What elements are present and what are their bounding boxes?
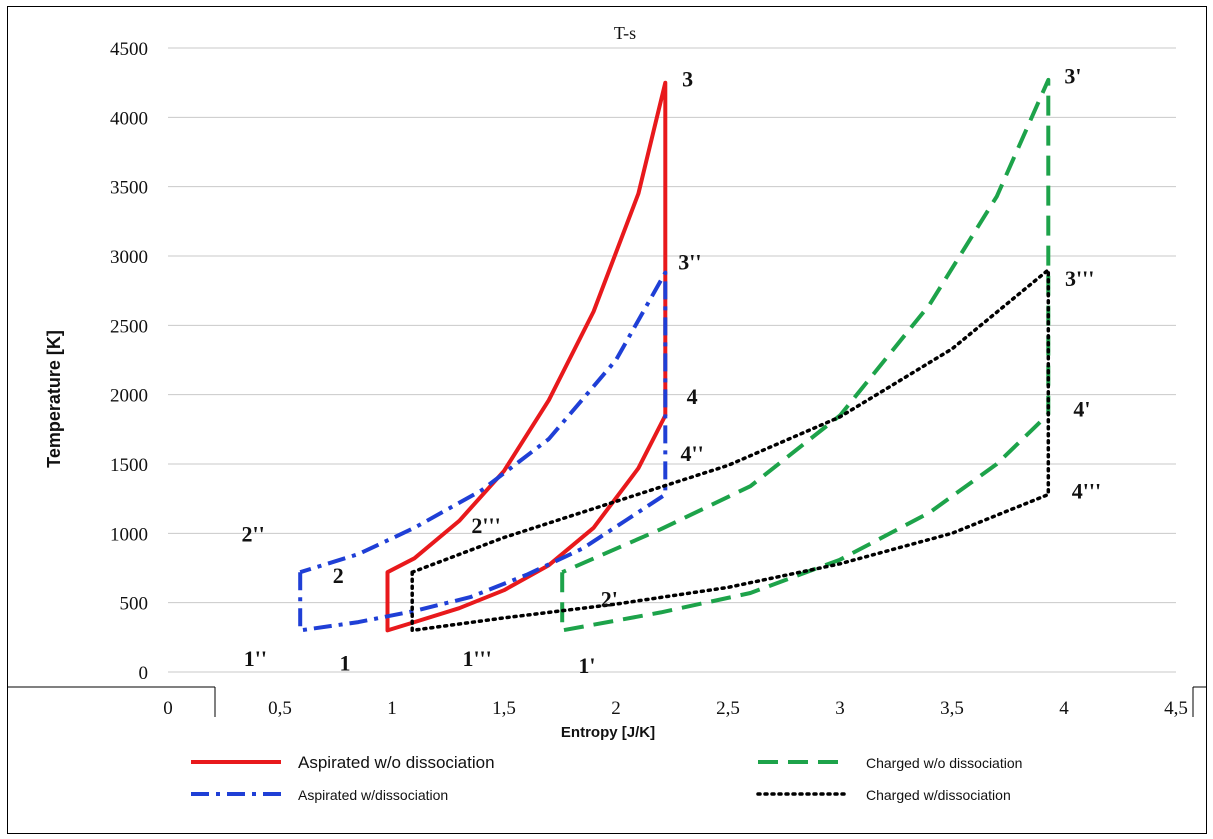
point-label: 1'' bbox=[244, 646, 267, 671]
series-line-2 bbox=[298, 270, 668, 633]
x-tick-label: 2,5 bbox=[716, 698, 740, 719]
y-tick-label: 0 bbox=[139, 663, 149, 684]
legend-label-1: Aspirated w/o dissociation bbox=[298, 753, 495, 772]
point-label: 2''' bbox=[471, 513, 500, 538]
x-tick-label: 3,5 bbox=[940, 698, 964, 719]
series-line-1 bbox=[385, 80, 668, 633]
y-tick-label: 1500 bbox=[110, 455, 148, 476]
y-tick-label: 4000 bbox=[110, 108, 148, 129]
point-label: 4' bbox=[1073, 397, 1090, 422]
x-tick-label: 4 bbox=[1059, 698, 1069, 719]
point-label: 1''' bbox=[462, 646, 491, 671]
x-tick-label: 1,5 bbox=[492, 698, 516, 719]
x-tick-label: 2 bbox=[611, 698, 621, 719]
legend: Aspirated w/o dissociation Aspirated w/di… bbox=[191, 753, 1022, 803]
series-line-4 bbox=[410, 268, 1051, 633]
point-label: 4''' bbox=[1072, 478, 1101, 503]
point-label: 3 bbox=[682, 67, 693, 92]
x-tick-label: 1 bbox=[387, 698, 397, 719]
x-tick-label: 3 bbox=[835, 698, 845, 719]
legend-label-3: Charged w/o dissociation bbox=[866, 755, 1022, 771]
point-label: 2 bbox=[333, 563, 344, 588]
series-line-3 bbox=[560, 77, 1051, 633]
x-tick-label: 0 bbox=[163, 698, 173, 719]
point-label: 1 bbox=[339, 650, 350, 675]
point-labels: 3 3' 3'' 3''' 4 4' 4'' 4''' 2'' 2''' 2 2' 1'' 1 1''' 1' bbox=[242, 64, 1102, 678]
y-tick-label: 4500 bbox=[110, 39, 148, 60]
y-tick-label: 500 bbox=[120, 594, 149, 615]
legend-label-2: Aspirated w/dissociation bbox=[298, 787, 448, 803]
point-label: 3'' bbox=[678, 250, 701, 275]
t-s-chart: 0 500 1000 1500 2000 2500 3000 3500 4000 4500 0 0,5… bbox=[8, 23, 1206, 803]
point-label: 2'' bbox=[242, 521, 265, 546]
gridlines bbox=[8, 47, 1206, 717]
tick-labels: 0 500 1000 1500 2000 2500 3000 3500 4000 4500 0 0,5… bbox=[110, 39, 1188, 719]
point-label: 4 bbox=[687, 384, 698, 409]
y-axis-label: Temperature [K] bbox=[44, 330, 64, 468]
chart-title: T-s bbox=[614, 23, 636, 43]
legend-label-4: Charged w/dissociation bbox=[866, 787, 1011, 803]
y-tick-label: 3500 bbox=[110, 178, 148, 199]
x-tick-label: 0,5 bbox=[268, 698, 292, 719]
point-label: 2' bbox=[601, 587, 618, 612]
point-label: 3''' bbox=[1065, 266, 1094, 291]
y-tick-label: 3000 bbox=[110, 247, 148, 268]
y-tick-label: 2000 bbox=[110, 386, 148, 407]
chart-frame: 0 500 1000 1500 2000 2500 3000 3500 4000 4500 0 0,5… bbox=[7, 6, 1207, 834]
y-tick-label: 1000 bbox=[110, 524, 148, 545]
point-label: 4'' bbox=[681, 441, 704, 466]
point-label: 1' bbox=[578, 653, 595, 678]
series-lines bbox=[298, 77, 1051, 633]
point-label: 3' bbox=[1064, 64, 1081, 89]
x-tick-label: 4,5 bbox=[1164, 698, 1188, 719]
x-axis-label: Entropy [J/K] bbox=[561, 724, 655, 741]
y-tick-label: 2500 bbox=[110, 316, 148, 337]
